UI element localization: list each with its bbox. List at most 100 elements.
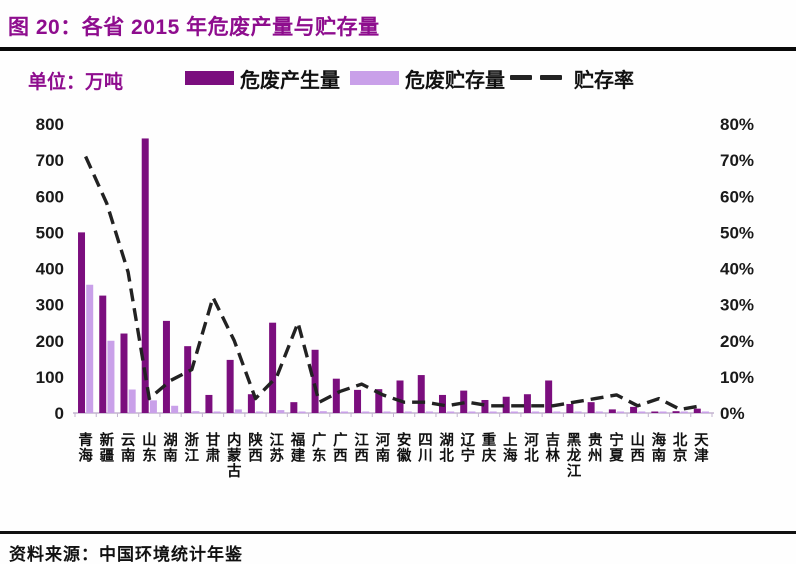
production-bar [417,375,425,413]
x-axis-label: 内蒙古 [227,431,242,480]
x-axis-label: 广东 [312,431,327,465]
left-axis-tick-label: 400 [36,260,64,279]
storage-rate-line [84,155,702,412]
production-bar [566,403,574,413]
production-bar [120,333,128,413]
production-bar [545,380,553,413]
production-legend-swatch [185,71,234,85]
storage-bar [128,389,136,413]
x-axis-label: 贵州 [587,431,603,465]
x-axis-label: 甘肃 [206,431,221,465]
chart-legend: 单位：万吨 危废产生量 危废贮存量 贮存率 [0,60,796,96]
storage-bar [617,411,625,413]
x-axis-label: 重庆 [482,431,497,465]
right-axis-tick-label: 20% [720,332,754,351]
production-bar [608,409,616,413]
production-bar [78,232,86,413]
figure-title: 图 20：各省 2015 年危废产量与贮存量 [8,16,380,39]
x-axis-label: 陕西 [248,431,263,465]
footer-divider [0,531,796,534]
production-bar [311,349,319,413]
x-axis-label: 天津 [694,432,709,465]
production-bar [226,359,234,413]
storage-bar [489,411,497,413]
x-axis-label: 云南 [121,433,136,465]
right-axis-tick-label: 80% [720,115,754,134]
right-axis-tick-label: 0% [720,404,745,423]
production-bar [99,295,107,413]
storage-bar [468,411,476,413]
storage-legend-label: 危废贮存量 [405,70,505,92]
production-bar [290,402,298,413]
storage-bar [234,409,242,413]
production-bar [332,378,340,413]
x-axis-label: 安徽 [396,431,412,465]
production-bar [587,402,595,413]
storage-bar [404,411,412,413]
x-axis-label: 福建 [290,431,306,465]
storage-bar [213,411,221,413]
storage-bar [638,411,646,413]
storage-bar [425,411,433,413]
left-axis-tick-label: 700 [36,151,64,170]
production-bar [481,399,489,413]
x-axis-label: 江苏 [269,431,284,465]
storage-bar [510,411,518,413]
x-axis-label: 北京 [673,432,688,465]
storage-bar [277,410,285,413]
storage-bar [192,411,200,413]
storage-bar [86,284,94,413]
production-bar [141,138,149,413]
storage-legend-swatch [350,71,399,85]
production-bar [205,394,213,413]
x-axis-label: 辽宁 [461,432,476,465]
x-axis-label: 新疆 [100,431,115,465]
left-axis-tick-label: 0 [55,404,64,423]
storage-bar [595,411,603,413]
unit-label: 单位：万吨 [28,72,124,93]
storage-bar [362,411,370,413]
production-bar [269,322,277,413]
x-axis-label: 河北 [524,431,539,465]
x-axis-label: 四川 [417,433,433,465]
rate-legend-label: 贮存率 [574,70,634,92]
production-bar [375,389,383,413]
title-divider [0,47,796,51]
production-bar [354,389,362,413]
storage-bar [383,411,391,413]
production-bar [630,406,638,413]
x-axis-label: 吉林 [546,431,561,465]
x-axis-label: 广西 [333,431,348,465]
production-bar [184,346,192,413]
storage-bar [659,411,667,413]
dashed-line-icon [510,75,566,80]
x-axis-label: 山西 [630,432,645,465]
source-note: 资料来源：中国环境统计年鉴 [9,545,243,564]
x-axis-label: 湖北 [439,432,454,465]
production-legend-label: 危废产生量 [240,70,340,92]
x-axis-label: 海南 [652,431,667,465]
right-axis-tick-label: 40% [720,260,754,279]
production-bar [651,411,659,413]
x-axis-label: 江西 [354,431,369,465]
right-axis-tick-label: 70% [720,151,754,170]
right-axis-tick-label: 50% [720,223,754,242]
storage-bar [149,400,157,413]
left-axis-tick-label: 100 [36,368,64,387]
storage-bar [341,411,349,413]
left-axis-tick-label: 800 [36,115,64,134]
x-axis-label: 宁夏 [609,431,624,465]
production-bar [693,408,701,413]
left-axis-tick-label: 600 [36,187,64,206]
x-axis-label: 湖南 [163,432,178,465]
storage-bar [256,411,264,413]
left-axis-tick-label: 500 [36,223,64,242]
production-bar [247,394,255,413]
storage-bar [107,340,115,413]
right-axis-tick-label: 30% [720,296,754,315]
left-axis-tick-label: 300 [36,296,64,315]
combo-chart: 800 700 600 500 400 300 200 100 0 80% 70% 60% 50% 40%… [36,115,754,480]
storage-bar [680,411,688,413]
x-axis-label: 浙江 [185,431,200,465]
